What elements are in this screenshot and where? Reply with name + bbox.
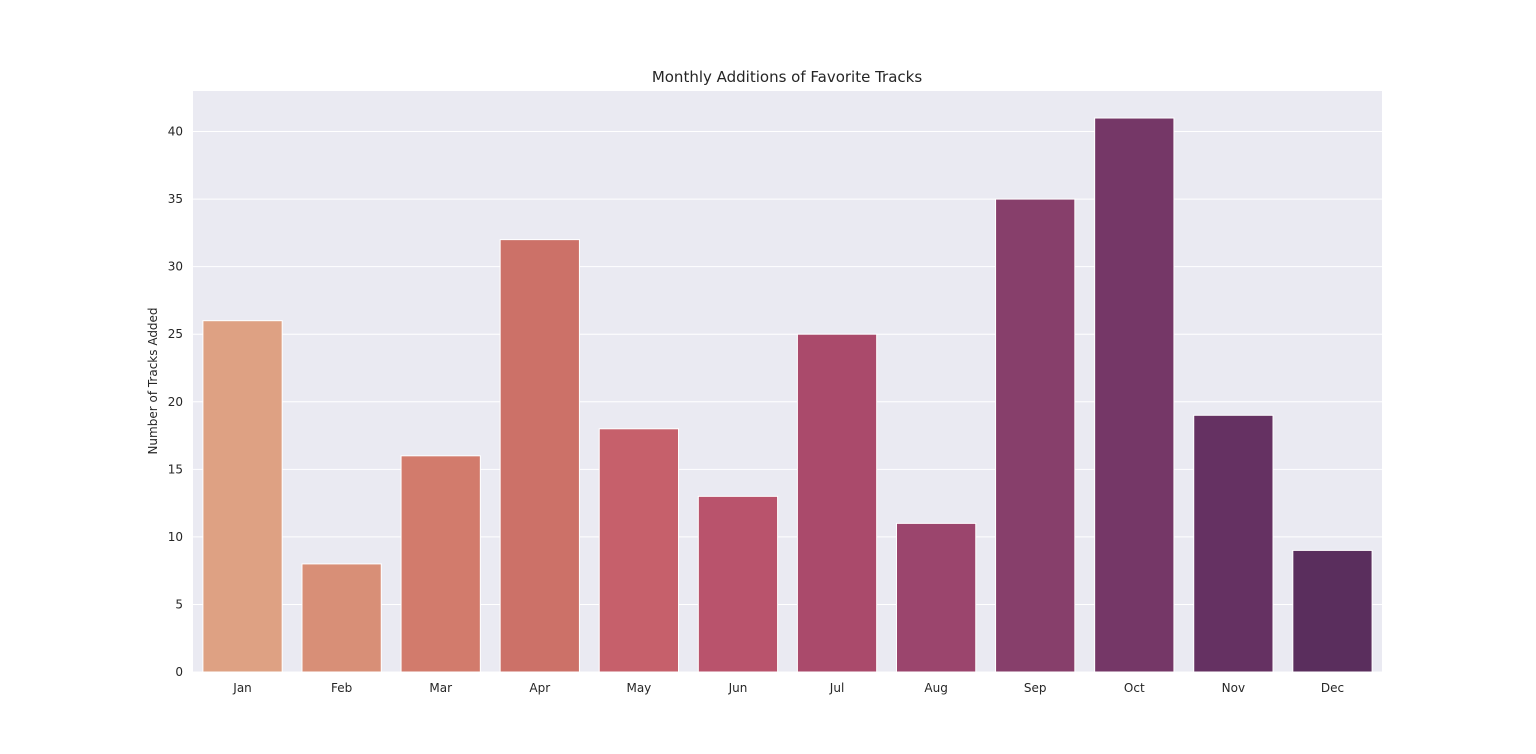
- y-tick-label: 30: [168, 260, 183, 274]
- x-tick-label: Oct: [1124, 681, 1145, 695]
- x-tick-label: Nov: [1222, 681, 1245, 695]
- x-axis-ticks: Jan Feb Mar Apr May Jun Jul Aug Sep Oct Nov Dec: [232, 681, 1344, 695]
- x-tick-label: May: [626, 681, 651, 695]
- y-tick-label: 40: [168, 125, 183, 139]
- y-tick-label: 5: [175, 597, 183, 611]
- x-tick-label: Jan: [232, 681, 252, 695]
- y-tick-label: 10: [168, 530, 183, 544]
- x-tick-label: Feb: [331, 681, 352, 695]
- bar-oct: [1094, 117, 1175, 673]
- x-tick-label: Aug: [924, 681, 947, 695]
- y-tick-label: 0: [175, 665, 183, 679]
- bar-jul: [796, 333, 878, 673]
- y-tick-label: 15: [168, 462, 183, 476]
- bar-nov: [1193, 414, 1274, 673]
- x-tick-label: Dec: [1321, 681, 1344, 695]
- bar-aug: [895, 522, 977, 673]
- bar-jun: [697, 495, 779, 673]
- bar-feb: [301, 563, 382, 673]
- y-tick-label: 20: [168, 395, 183, 409]
- bar-may: [598, 428, 680, 673]
- x-tick-label: Jun: [728, 681, 748, 695]
- bar-dec: [1292, 549, 1373, 673]
- y-axis-label: Number of Tracks Added: [146, 307, 160, 454]
- gridlines: [193, 131, 1382, 673]
- bar-mar: [400, 455, 481, 673]
- bar-apr: [499, 239, 580, 673]
- x-tick-label: Sep: [1024, 681, 1047, 695]
- x-tick-label: Jul: [829, 681, 844, 695]
- bar-sep: [995, 198, 1076, 673]
- x-tick-label: Apr: [529, 681, 550, 695]
- plot-background: [193, 91, 1382, 672]
- x-tick-label: Mar: [429, 681, 452, 695]
- y-tick-label: 35: [168, 192, 183, 206]
- y-tick-label: 25: [168, 327, 183, 341]
- bars: [202, 117, 1373, 673]
- y-axis-ticks: 0 5 10 15 20 25 30 35 40: [168, 125, 183, 679]
- chart-title: Monthly Additions of Favorite Tracks: [652, 68, 923, 86]
- bar-jan: [202, 320, 283, 673]
